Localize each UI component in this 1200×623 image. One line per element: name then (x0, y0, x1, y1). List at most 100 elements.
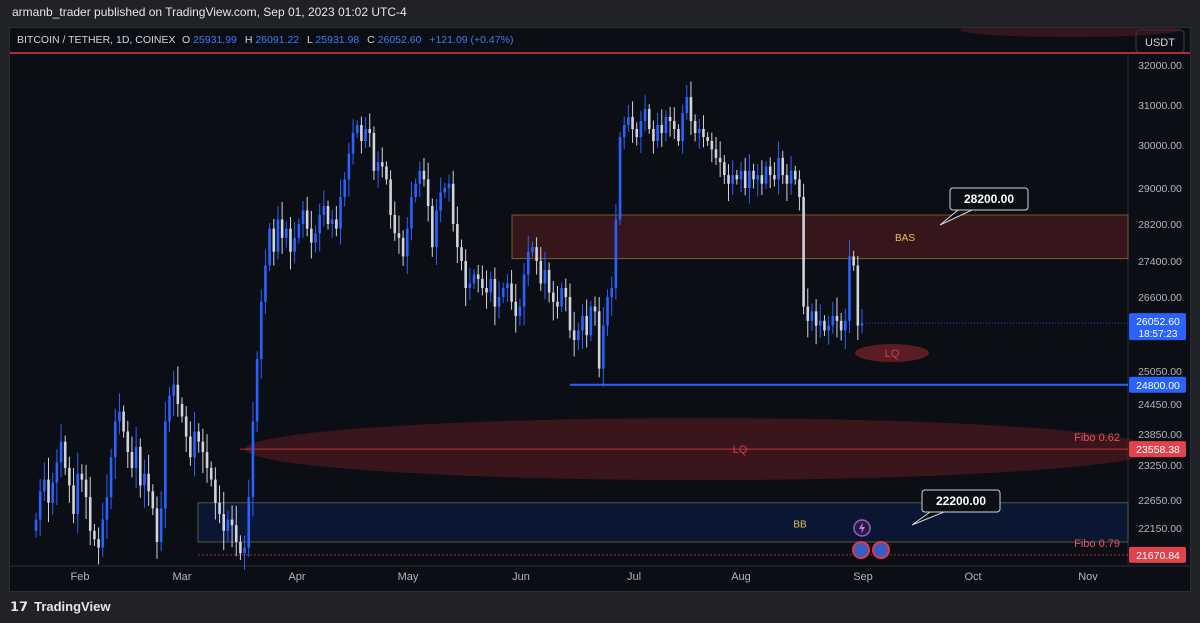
candle-body (318, 215, 321, 234)
candle-body (818, 320, 822, 326)
symbol-name[interactable]: BITCOIN / TETHER, 1D, COINEX (17, 34, 176, 46)
candle-body (264, 265, 267, 302)
candle-body (764, 166, 768, 184)
candle-body (627, 117, 630, 125)
candle-body (372, 133, 376, 171)
candle-body (105, 497, 109, 520)
candle-body (568, 297, 572, 331)
candle-body (134, 446, 138, 468)
candle-body (97, 539, 100, 548)
candle-body (656, 125, 659, 141)
x-tick-label: Apr (288, 571, 305, 583)
candle-body (806, 306, 810, 321)
candle-body (214, 479, 217, 503)
x-tick-label: Jul (627, 571, 641, 583)
candle-body (522, 274, 526, 307)
candle-body (101, 519, 105, 548)
lq-ellipse-small (855, 344, 929, 363)
candle-body (539, 261, 543, 284)
candle-body (218, 502, 221, 514)
candle-body (126, 431, 130, 453)
candle-body (389, 179, 392, 215)
y-tick-label: 28200.00 (1138, 219, 1182, 231)
y-tick-label: 29000.00 (1138, 183, 1182, 195)
candle-body (560, 288, 563, 307)
candle-body (777, 157, 780, 180)
candle-body (34, 519, 38, 531)
y-tick-label: 23850.00 (1138, 429, 1182, 441)
candle-body (189, 436, 192, 458)
ohlc-row: O 25931.99 H 26091.22 L 25931.98 C 26052… (182, 34, 513, 46)
candle-body (677, 129, 680, 141)
candle-body (714, 149, 718, 158)
candle-body (706, 137, 709, 141)
candle-body (814, 311, 818, 326)
ohlc-low-label: L (307, 34, 313, 46)
candle-body (380, 162, 384, 167)
candle-body (535, 247, 538, 261)
candle-body (80, 473, 84, 480)
candle-body (760, 175, 764, 184)
bb-zone-label: BB (793, 519, 807, 530)
candle-body (526, 251, 530, 275)
candle-body (839, 320, 843, 331)
price-tag-24800.00 (1129, 376, 1186, 393)
candle-body (234, 525, 238, 542)
bas-zone-label: BAS (895, 233, 915, 244)
candle-body (147, 473, 150, 492)
ohlc-change: +121.09 (+0.47%) (429, 34, 513, 46)
candle-body (310, 228, 313, 243)
candle-body (393, 215, 397, 234)
candle-body (247, 497, 251, 548)
callout-box-22200 (921, 489, 1001, 513)
candle-body (501, 288, 505, 297)
candle-body (827, 325, 830, 331)
ohlc-high-value: 26091.22 (255, 34, 299, 46)
candle-body (585, 316, 588, 336)
candle-body (572, 330, 576, 340)
candle-body (205, 452, 209, 468)
candle-body (781, 157, 785, 176)
us-flag-event-icon-2 (872, 541, 890, 559)
candle-body (176, 384, 180, 404)
y-tick-label: 26600.00 (1138, 292, 1182, 304)
candle-body (335, 219, 338, 229)
candle-body (347, 153, 351, 180)
candle-body (172, 384, 175, 396)
tradingview-logo-icon: 𝟭𝟳 (10, 599, 29, 614)
candle-body (664, 117, 668, 133)
candle-body (43, 479, 46, 492)
candle-body (118, 411, 121, 422)
y-tick-label: 27400.00 (1138, 256, 1182, 268)
currency-button-label[interactable]: USDT (1145, 37, 1175, 49)
candle-body (422, 170, 426, 180)
ohlc-close-value: 26052.60 (378, 34, 422, 46)
candle-body (518, 306, 522, 317)
candle-body (285, 228, 288, 238)
candle-body (514, 301, 518, 317)
candle-body (618, 137, 622, 220)
candle-body (743, 170, 747, 188)
candle-body (589, 306, 593, 336)
price-chart[interactable]: BITCOIN / TETHER, 1D, COINEX O 25931.99 … (10, 28, 1190, 591)
price-tag-23558.38 (1129, 441, 1186, 458)
chart-frame[interactable]: BITCOIN / TETHER, 1D, COINEX O 25931.99 … (9, 27, 1191, 592)
candle-body (685, 97, 689, 113)
candle-body (209, 467, 213, 480)
candle-body (268, 228, 271, 266)
candle-body (581, 316, 584, 331)
x-tick-label: Oct (964, 571, 981, 583)
lightning-glyph-icon (859, 522, 865, 534)
candle-body (272, 228, 276, 252)
candle-body (368, 129, 372, 133)
footer-brand: TradingView (34, 599, 111, 614)
bas-zone (511, 214, 1129, 260)
candle-body (848, 256, 851, 321)
y-tick-label: 24450.00 (1138, 399, 1182, 411)
candle-body (702, 129, 705, 137)
header-bar: armanb_trader published on TradingView.c… (0, 0, 1200, 24)
ohlc-open-label: O (182, 34, 190, 46)
price-tag-21670.84 (1129, 546, 1186, 563)
candle-body (84, 479, 88, 498)
candle-body (698, 129, 701, 133)
